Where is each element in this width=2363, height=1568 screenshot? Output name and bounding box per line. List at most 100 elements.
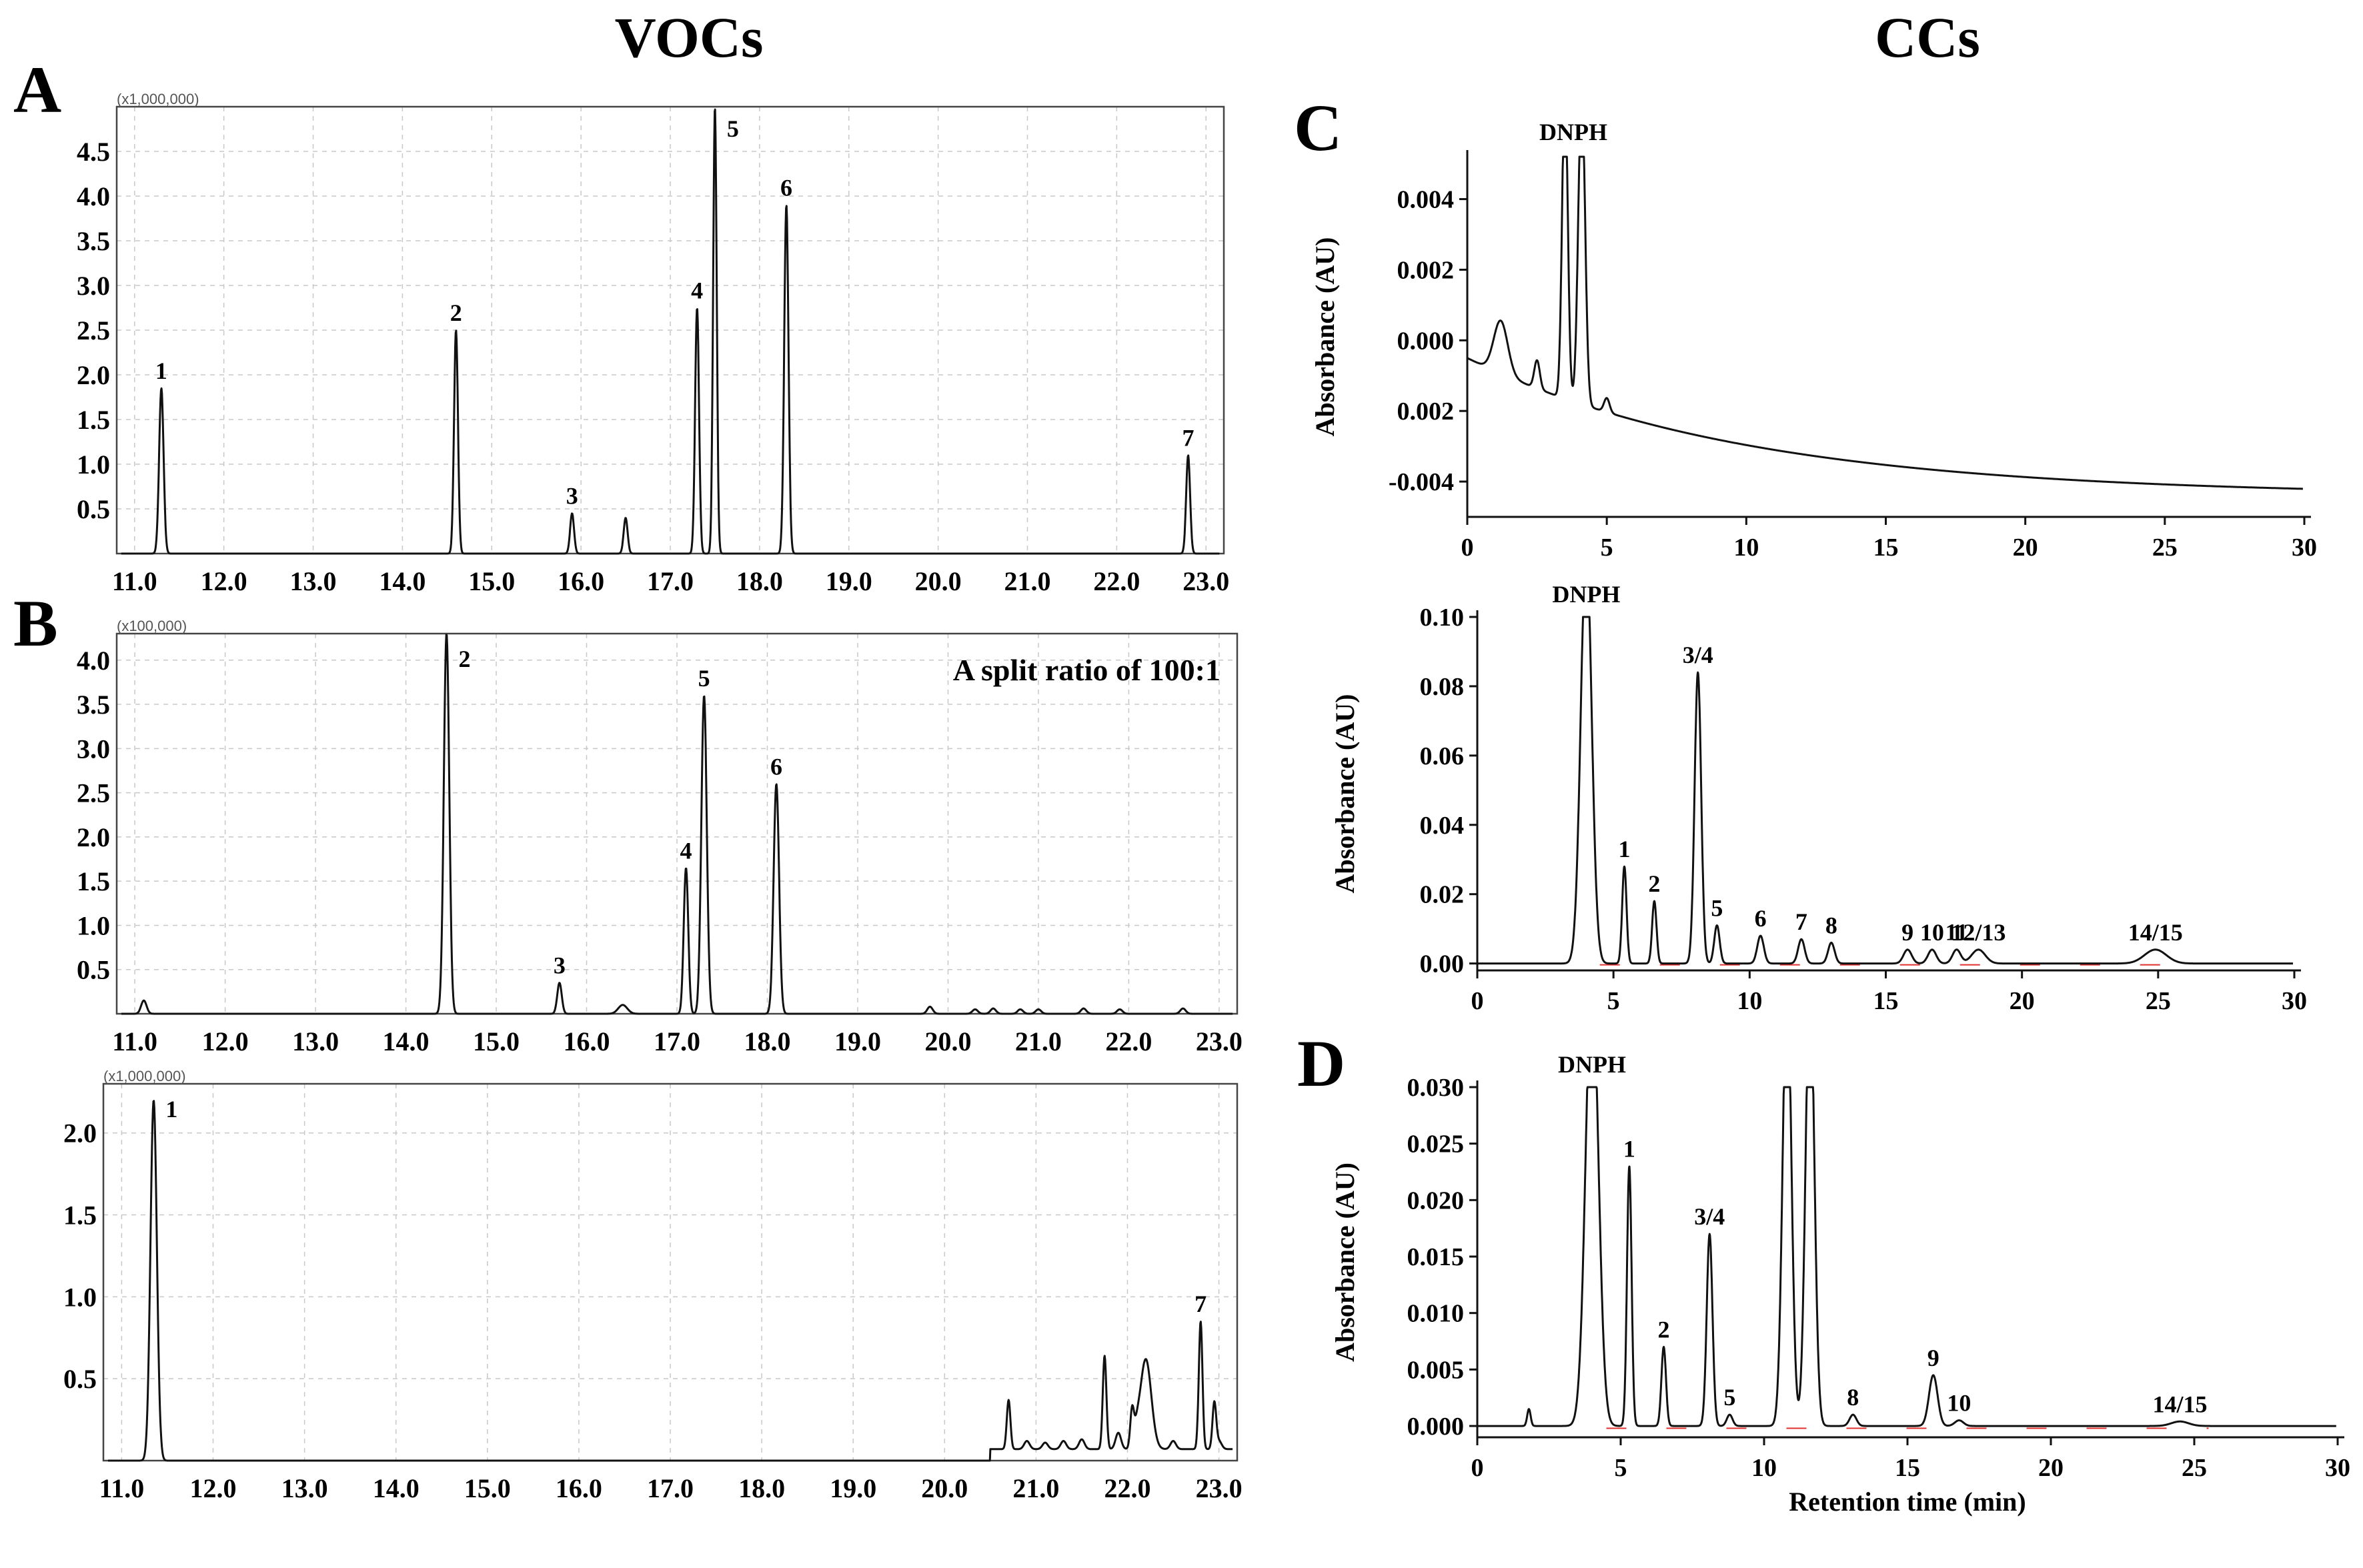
y-tick-label: 0.5 — [77, 494, 110, 524]
y-tick-label: 2.0 — [77, 360, 110, 390]
chromatogram-trace — [1477, 616, 2294, 965]
x-tick-label: 5 — [1607, 987, 1620, 1015]
chromatogram-trace — [1477, 1086, 2337, 1427]
y-tick-label: 0.005 — [1407, 1356, 1465, 1384]
x-tick-label: 20.0 — [915, 566, 962, 596]
x-tick-label: 20 — [2010, 987, 2035, 1015]
peak-label: 1 — [1619, 836, 1631, 862]
peak-label: 2 — [1648, 870, 1660, 897]
peak-label: DNPH — [1558, 1051, 1626, 1078]
y-tick-label: 4.0 — [77, 181, 110, 211]
peak-label: 12/13 — [1951, 919, 2006, 946]
x-tick-label: 21.0 — [1012, 1473, 1059, 1503]
x-tick-label: 16.0 — [564, 1026, 610, 1056]
peak-label: 8 — [1847, 1384, 1859, 1411]
y-tick-label: 0.000 — [1397, 327, 1455, 355]
peak-label: 1 — [155, 357, 167, 384]
x-tick-label: 25 — [2182, 1454, 2207, 1482]
peak-label: 7 — [1795, 908, 1807, 935]
y-tick-label: 0.000 — [1407, 1413, 1465, 1441]
peak-label: 5 — [727, 115, 739, 142]
x-tick-label: 19.0 — [830, 1473, 876, 1503]
peak-label: 4 — [691, 277, 703, 304]
x-tick-label: 12.0 — [190, 1473, 237, 1503]
x-tick-label: 16.0 — [556, 1473, 602, 1503]
chart-panel-b2: (x1,000,000)11.0 12.0 13.0 14.0 15.0 16.0 17.0… — [63, 1068, 1243, 1503]
y-tick-label: 1.0 — [77, 910, 110, 940]
x-tick-label: 30 — [2292, 534, 2317, 562]
peak-label: 6 — [1755, 905, 1767, 932]
chromatogram-trace — [107, 1100, 1233, 1462]
y-tick-label: 0.08 — [1420, 673, 1465, 701]
x-tick-label: 0 — [1471, 1454, 1484, 1482]
x-tick-label: 14.0 — [373, 1473, 420, 1503]
chart-panels: A (x1,000,000)11.0 12.0 13.0 14.0 15.0 16.0 17.… — [13, 53, 2350, 1517]
chart-panel-b1: B (x100,000) 11.0 12.0 13.0 14.0 15.0 16.0 17.0 1… — [13, 586, 1243, 1056]
chart-panel-a: A (x1,000,000)11.0 12.0 13.0 14.0 15.0 16.0 17.… — [13, 53, 1229, 596]
y-tick-label: 0.04 — [1420, 812, 1465, 840]
y-tick-label: 2.0 — [77, 822, 110, 852]
y-tick-label: 3.0 — [77, 271, 110, 301]
y-tick-label: 2.5 — [77, 315, 110, 345]
x-tick-label: 0 — [1471, 987, 1484, 1015]
y-tick-label: 3.5 — [77, 690, 110, 720]
x-tick-label: 25 — [2146, 987, 2171, 1015]
y-tick-label: 3.5 — [77, 226, 110, 256]
y-tick-label: 0.025 — [1407, 1130, 1465, 1158]
chart-panel-c1: C 0 5 10 15 20 25 30 0.004 0.002 0.000 0.002 -0.004 A… — [1294, 91, 2317, 562]
x-tick-label: 0 — [1461, 534, 1474, 562]
peak-label: 5 — [1711, 894, 1723, 921]
panel-label-a: A — [13, 53, 61, 127]
peak-label: 5 — [1723, 1384, 1735, 1411]
x-tick-label: 15.0 — [473, 1026, 520, 1056]
chromatogram-trace — [121, 634, 1233, 1015]
x-tick-label: 18.0 — [736, 566, 783, 596]
x-tick-label: 30 — [2325, 1454, 2350, 1482]
x-tick-label: 10 — [1733, 534, 1759, 562]
x-tick-label: 16.0 — [558, 566, 604, 596]
peak-label: 3 — [554, 952, 566, 979]
right-column-title: CCs — [1875, 5, 1980, 69]
y-tick-label: 0.5 — [77, 955, 110, 985]
x-tick-label: 19.0 — [834, 1026, 881, 1056]
y-tick-label: 4.0 — [77, 646, 110, 676]
x-tick-label: 30 — [2282, 987, 2307, 1015]
y-tick-label: 1.5 — [77, 866, 110, 896]
peak-label-dnph: DNPH — [1539, 119, 1607, 145]
chromatogram-trace — [1467, 155, 2304, 490]
x-tick-label: 15.0 — [464, 1473, 511, 1503]
peak-label: DNPH — [1552, 581, 1620, 608]
panel-label-b: B — [13, 586, 58, 660]
left-column-title: VOCs — [615, 5, 764, 69]
peak-label: 3 — [566, 483, 578, 510]
y-tick-label: -0.004 — [1389, 468, 1454, 496]
y-tick-label: 1.0 — [77, 450, 110, 480]
peak-label: 2 — [450, 299, 462, 326]
y-tick-label: 3.0 — [77, 734, 110, 764]
x-tick-label: 13.0 — [290, 566, 337, 596]
peak-label: 6 — [770, 753, 782, 780]
y-tick-label: 0.5 — [63, 1364, 97, 1394]
y-tick-label: 0.020 — [1407, 1187, 1465, 1215]
peak-label: 8 — [1825, 912, 1837, 938]
y-tick-label: 2.5 — [77, 778, 110, 808]
y-multiplier-label: (x1,000,000) — [117, 91, 199, 107]
x-tick-label: 17.0 — [647, 1473, 694, 1503]
chart-panel-c2: 0 5 10 15 20 25 300.100.080.060.040.020.00Abso… — [1330, 581, 2307, 1015]
y-multiplier-label: (x1,000,000) — [103, 1068, 186, 1084]
peak-label: 11 — [1945, 919, 1968, 946]
x-tick-label: 18.0 — [738, 1473, 785, 1503]
panel-label-d: D — [1297, 1026, 1345, 1100]
x-tick-label: 15 — [1895, 1454, 1920, 1482]
x-tick-label: 12.0 — [202, 1026, 249, 1056]
peak-label: 1 — [1623, 1136, 1635, 1162]
x-tick-label: 21.0 — [1004, 566, 1050, 596]
x-tick-label: 21.0 — [1015, 1026, 1062, 1056]
y-tick-label: 0.00 — [1420, 950, 1465, 978]
x-tick-label: 14.0 — [379, 566, 426, 596]
x-tick-label: 13.0 — [292, 1026, 339, 1056]
x-tick-label: 23.0 — [1196, 1473, 1243, 1503]
x-tick-label: 11.0 — [112, 566, 157, 596]
x-tick-label: 22.0 — [1093, 566, 1140, 596]
x-tick-label: 20.0 — [921, 1473, 968, 1503]
